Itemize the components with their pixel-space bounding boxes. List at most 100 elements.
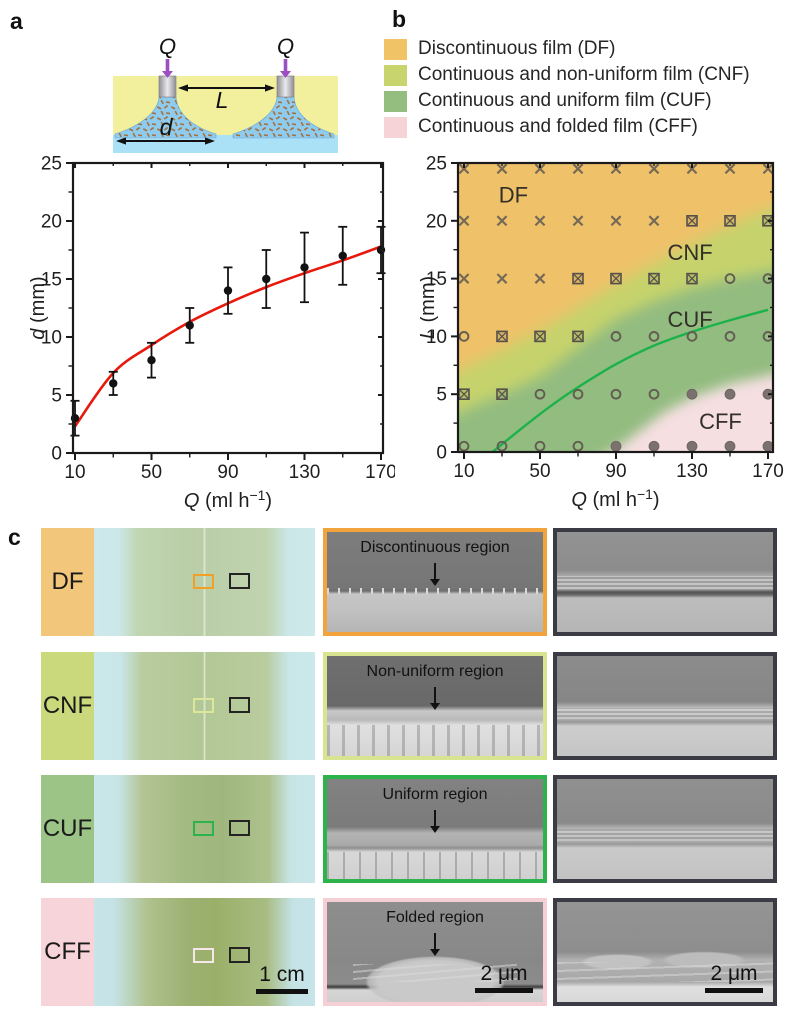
sem-film-texture: [327, 588, 543, 594]
svg-text:170: 170: [365, 462, 395, 483]
sampled-region-marker-colored: [193, 698, 214, 713]
svg-text:15: 15: [41, 270, 62, 291]
y-axis-label: L (mm): [420, 276, 439, 339]
svg-text:5: 5: [436, 385, 447, 406]
sem-cross-section-cnf: [553, 652, 777, 760]
panel-c-row-cuf: CUF Uniform region: [0, 775, 800, 883]
spacing-arrowhead-left: [178, 84, 188, 92]
top-view-photo-cff: 1 cm: [94, 898, 315, 1006]
diameter-arrowhead-right: [205, 137, 215, 145]
nozzle-right: [276, 75, 295, 98]
photo-center-seam: [202, 652, 207, 760]
svg-text:130: 130: [676, 461, 708, 482]
photo-scale-bar: 1 cm: [256, 964, 308, 994]
down-arrow-icon: [428, 687, 441, 710]
svg-text:DF: DF: [499, 182, 528, 207]
flow-arrow-icon-right: [280, 59, 291, 78]
scale-bar-line: [256, 989, 308, 994]
x-axis-label: Q (ml h−1): [571, 486, 659, 511]
panel-label-c: c: [8, 524, 21, 550]
phase-diagram-plot: DF CNF CUF CFF 10 50 90 130 170 0 5 10 15 20 25 Q (ml h…: [420, 154, 784, 512]
liquid-layer: [113, 135, 338, 153]
spray-cone-right: [232, 96, 335, 139]
data-points: [70, 225, 386, 437]
sampled-region-marker-black: [229, 947, 250, 963]
sem-cross-section-cff: 2 μm: [553, 898, 777, 1006]
svg-text:50: 50: [141, 462, 162, 483]
panel-c-row-df: DF Discontinuous region: [0, 528, 800, 636]
phase-markers: [458, 163, 774, 452]
spray-cone-left: [114, 96, 217, 139]
top-view-photo-cuf: [94, 775, 315, 883]
legend-swatch-df: [384, 38, 407, 60]
diameter-label: d: [160, 114, 174, 140]
spacing-arrowhead-right: [265, 84, 275, 92]
sem-film-texture: [557, 708, 773, 719]
sem-annotated-cff: Folded region 2 μm: [323, 898, 547, 1006]
panel-c-row-cff: CFF 1 cm Folded region 2 μm 2 μm: [0, 898, 800, 1006]
phase-boundary-curve: [491, 308, 769, 452]
sem-scale-bar: 2 μm: [705, 963, 763, 993]
row-label-cnf: CNF: [41, 652, 94, 760]
legend-label-cuf: Continuous and uniform film (CUF): [418, 90, 712, 111]
panel-label-a: a: [10, 8, 23, 34]
x-axis-label: Q (ml h−1): [184, 487, 272, 512]
legend-swatch-cff: [384, 116, 407, 138]
top-view-photo-df: [94, 528, 315, 636]
svg-text:5: 5: [51, 386, 62, 407]
nozzle-left: [158, 75, 177, 98]
svg-text:20: 20: [41, 212, 62, 233]
sem-annotated-cuf: Uniform region: [323, 775, 547, 883]
sem-film-texture: [557, 829, 773, 841]
sampled-region-marker-colored: [193, 574, 214, 589]
panel-label-b: b: [392, 6, 407, 32]
region-labels: DF CNF CUF CFF: [499, 182, 742, 434]
svg-text:CUF: CUF: [667, 307, 712, 332]
sem-scale-label: 2 μm: [480, 962, 528, 985]
sem-annotated-cnf: Non-uniform region: [323, 652, 547, 760]
flow-arrow-icon-left: [162, 59, 173, 78]
panel-c-row-cnf: CNF Non-uniform region: [0, 652, 800, 760]
svg-text:20: 20: [426, 211, 447, 232]
scale-bar-line: [705, 988, 763, 993]
scale-bar-line: [475, 988, 533, 993]
sampled-region-marker-black: [229, 820, 250, 836]
legend-swatch-cnf: [384, 64, 407, 86]
top-view-photo-cnf: [94, 652, 315, 760]
sem-film-texture: [557, 576, 773, 589]
sampled-region-marker-colored: [193, 948, 214, 963]
nozzle-schematic: Q Q L d: [113, 34, 338, 153]
svg-text:130: 130: [289, 462, 321, 483]
row-label-cuf: CUF: [41, 775, 94, 883]
svg-text:CNF: CNF: [667, 240, 712, 265]
sampled-region-marker-colored: [193, 821, 214, 836]
row-label-cff: CFF: [41, 898, 94, 1006]
down-arrow-icon: [428, 933, 441, 956]
legend-label-cnf: Continuous and non-uniform film (CNF): [418, 64, 750, 85]
sem-cross-section-df: [553, 528, 777, 636]
svg-text:10: 10: [426, 327, 447, 348]
svg-text:CFF: CFF: [699, 409, 742, 434]
photo-scale-label: 1 cm: [259, 963, 305, 986]
sampled-region-marker-black: [229, 697, 250, 713]
sem-scale-label: 2 μm: [710, 962, 758, 985]
svg-text:25: 25: [41, 154, 62, 175]
diameter-arrowhead-left: [116, 137, 126, 145]
svg-text:90: 90: [217, 462, 238, 483]
flow-rate-label-left: Q: [159, 34, 176, 59]
sem-annotated-df: Discontinuous region: [323, 528, 547, 636]
y-axis-label: d (mm): [30, 276, 49, 339]
svg-text:0: 0: [436, 443, 447, 464]
legend-swatch-cuf: [384, 90, 407, 112]
legend-label-cff: Continuous and folded film (CFF): [418, 116, 698, 137]
down-arrow-icon: [428, 810, 441, 833]
down-arrow-icon: [428, 563, 441, 586]
svg-text:0: 0: [51, 444, 62, 465]
diameter-vs-flowrate-plot: 10 50 90 130 170 0 5 10 15 20 25 Q (ml h−1) d (mm): [30, 154, 395, 513]
svg-text:10: 10: [64, 462, 85, 483]
sem-annotation-cnf: Non-uniform region: [366, 663, 504, 680]
sem-annotation-cuf: Uniform region: [382, 786, 488, 803]
legend-item-cnf: Continuous and non-uniform film (CNF): [384, 64, 750, 86]
sem-film-texture: [327, 725, 543, 756]
